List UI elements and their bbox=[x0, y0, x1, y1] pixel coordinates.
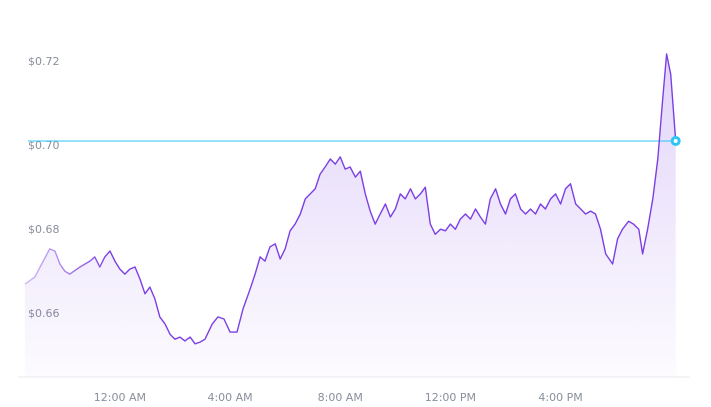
area bbox=[24, 54, 676, 377]
x-tick-label: 4:00 AM bbox=[207, 391, 252, 404]
x-tick-label: 8:00 AM bbox=[318, 391, 363, 404]
y-tick-label: $0.68 bbox=[28, 223, 60, 236]
x-tick-label: 4:00 PM bbox=[538, 391, 582, 404]
y-tick-label: $0.72 bbox=[28, 55, 60, 68]
price-line bbox=[24, 53, 677, 345]
x-tick-label: 12:00 PM bbox=[425, 391, 476, 404]
x-tick-label: 12:00 AM bbox=[94, 391, 146, 404]
y-tick-label: $0.70 bbox=[28, 139, 60, 152]
current-price-dot-center bbox=[673, 138, 678, 143]
